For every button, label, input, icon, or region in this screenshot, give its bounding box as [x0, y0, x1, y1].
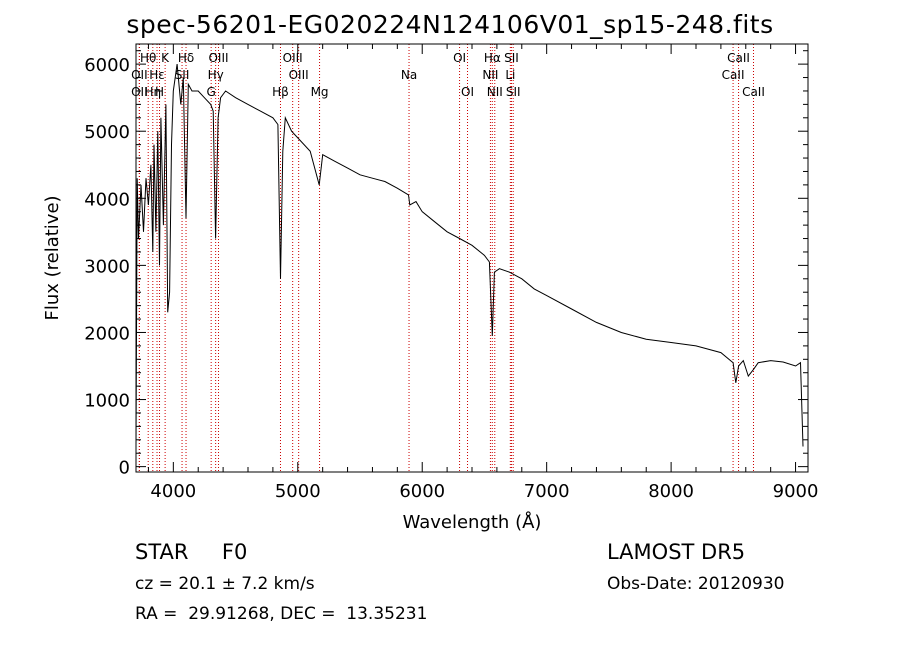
spectrum-line	[135, 64, 804, 447]
plot-frame	[135, 43, 809, 473]
line-marker-label: OIII	[208, 51, 228, 65]
line-marker-label: CaII	[722, 68, 745, 82]
line-marker-label: Li	[505, 68, 515, 82]
line-marker-label: Hθ	[140, 51, 156, 65]
x-tick-label: 9000	[773, 481, 819, 502]
line-marker-label: Na	[401, 68, 417, 82]
coordinates-label: RA = 29.91268, DEC = 13.35231	[135, 604, 428, 624]
line-marker-label: OII	[131, 68, 148, 82]
redshift-label: cz = 20.1 ± 7.2 km/s	[135, 574, 315, 594]
y-tick-label: 3000	[84, 256, 130, 277]
line-marker-label: SII	[504, 51, 519, 65]
y-tick-label: 5000	[84, 122, 130, 143]
y-tick-label: 6000	[84, 55, 130, 76]
line-marker-label: SII	[175, 68, 190, 82]
object-type-label: STAR F0	[135, 540, 248, 564]
y-tick-label: 2000	[84, 323, 130, 344]
line-marker-label: SII	[506, 85, 521, 99]
y-axis-label: Flux (relative)	[42, 195, 63, 320]
line-marker-label: Hε	[149, 68, 165, 82]
x-axis: 4000 5000 6000 7000 8000 9000	[147, 44, 819, 502]
obs-date-label: Obs-Date: 20120930	[607, 574, 785, 594]
survey-label: LAMOST DR5	[607, 540, 746, 564]
line-marker-label: Hγ	[208, 68, 224, 82]
chart-title: spec-56201-EG020224N124106V01_sp15-248.f…	[126, 10, 774, 39]
x-tick-label: 4000	[150, 481, 196, 502]
x-tick-label: 6000	[399, 481, 445, 502]
line-marker-label: CaII	[742, 85, 765, 99]
line-marker-label: K	[161, 51, 170, 65]
line-marker-label: G	[207, 85, 216, 99]
line-marker-label: NII	[482, 68, 498, 82]
y-tick-label: 0	[119, 458, 130, 479]
line-marker-label: H	[155, 85, 164, 99]
line-marker-label: OI	[461, 85, 474, 99]
y-tick-label: 1000	[84, 391, 130, 412]
line-marker-label: NII	[487, 85, 503, 99]
spectral-line-markers	[138, 44, 754, 472]
line-marker-label: CaII	[727, 51, 750, 65]
x-tick-label: 8000	[648, 481, 694, 502]
y-tick-label: 4000	[84, 189, 130, 210]
line-marker-label: OI	[453, 51, 466, 65]
line-marker-label: Hδ	[178, 51, 194, 65]
line-marker-label: Hη	[144, 85, 161, 99]
y-axis: 0 1000 2000 3000 4000 5000 6000	[84, 50, 808, 479]
line-marker-label: OIII	[283, 51, 303, 65]
line-marker-label: OIII	[289, 68, 309, 82]
line-marker-label: Mg	[311, 85, 329, 99]
line-marker-label: Hβ	[272, 85, 289, 99]
x-axis-label: Wavelength (Å)	[403, 511, 542, 533]
x-tick-label: 5000	[275, 481, 321, 502]
line-marker-label: OII	[131, 85, 148, 99]
x-tick-label: 7000	[524, 481, 570, 502]
line-marker-label: Hα	[484, 51, 501, 65]
